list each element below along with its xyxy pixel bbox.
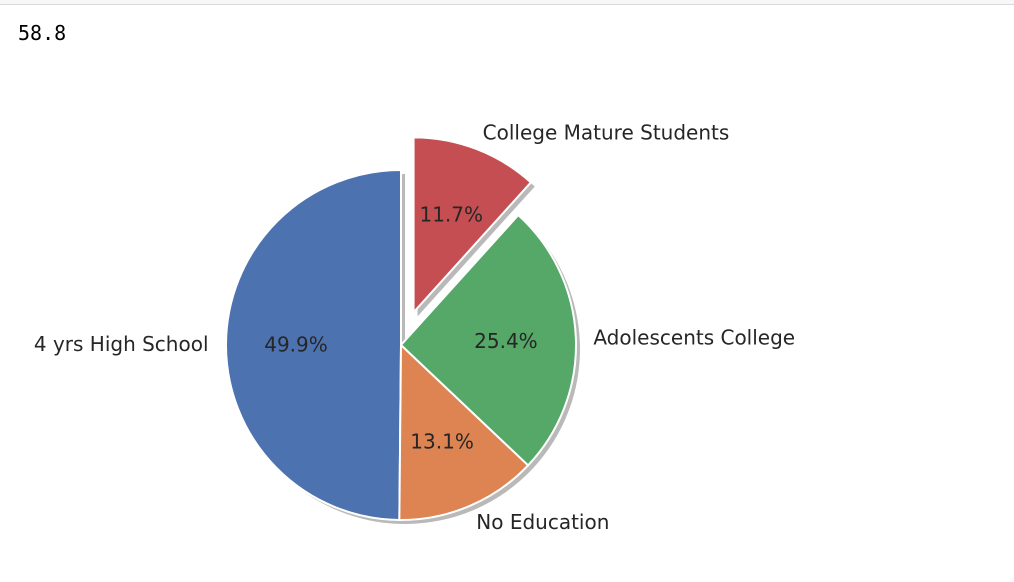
- pie-pct-label-adolescents-college: 25.4%: [474, 329, 538, 353]
- pie-category-label-adolescents-college: Adolescents College: [593, 325, 795, 349]
- pie-slice-college-mature-students: [412, 136, 532, 314]
- pie-category-label-college-mature-students: College Mature Students: [483, 121, 730, 145]
- pie-slice-layer: [225, 136, 577, 521]
- pie-slice-adolescents-college: [400, 214, 577, 467]
- pie-category-label-no-education: No Education: [476, 510, 609, 534]
- cell-top-border: [0, 0, 1014, 5]
- pie-pct-label-no-education: 13.1%: [410, 430, 474, 454]
- pie-slice-no-education: [398, 344, 530, 521]
- pie-category-label-4-yrs-high-school: 4 yrs High School: [34, 332, 209, 356]
- pie-pct-label-4-yrs-high-school: 49.9%: [264, 333, 328, 357]
- pie-label-layer: 49.9% 4 yrs High School 13.1% No Education 2…: [34, 121, 795, 535]
- pie-pct-label-college-mature-students: 11.7%: [419, 202, 483, 226]
- cell-output-value: 58.8: [18, 21, 67, 45]
- pie-slice-4-yrs-high-school: [225, 169, 402, 521]
